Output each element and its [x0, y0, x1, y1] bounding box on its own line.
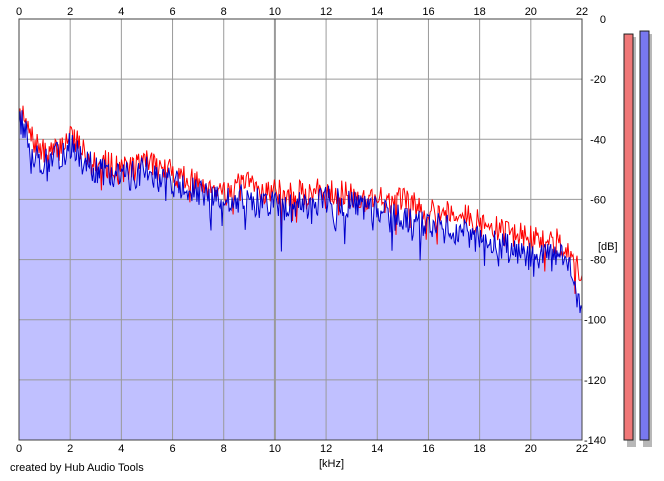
x-tick-label-bottom: 10 [269, 443, 281, 455]
meter-left [623, 33, 634, 441]
x-axis-label: [kHz] [319, 458, 344, 470]
x-tick-label-bottom: 6 [169, 443, 175, 455]
x-tick-label-bottom: 2 [67, 443, 73, 455]
x-tick-label-bottom: 16 [422, 443, 434, 455]
x-tick-label-top: 10 [269, 6, 281, 18]
spectrum-area [19, 110, 582, 441]
y-tick-labels: 0 -20 -40 -60 -80 -100 -120 -140 [584, 14, 606, 447]
x-tick-label-top: 0 [16, 6, 22, 18]
x-tick-label-top: 6 [169, 6, 175, 18]
x-tick-label-top: 8 [221, 6, 227, 18]
x-tick-label-bottom: 12 [320, 443, 332, 455]
x-tick-label-top: 2 [67, 6, 73, 18]
x-tick-label-top: 22 [576, 6, 588, 18]
x-tick-label-bottom: 20 [525, 443, 537, 455]
x-tick-label-bottom: 8 [221, 443, 227, 455]
series-lines [18, 105, 583, 314]
y-axis-label: [dB] [598, 241, 618, 253]
x-tick-label-bottom: 18 [474, 443, 486, 455]
y-tick-label: -100 [584, 315, 606, 327]
level-meters [623, 30, 652, 448]
series-line-1 [18, 110, 583, 314]
y-tick-label: -80 [590, 255, 606, 267]
meter-right [639, 30, 650, 441]
x-tick-label-bottom: 4 [118, 443, 124, 455]
y-tick-label: -20 [590, 74, 606, 86]
plot-frame [18, 18, 583, 441]
series-line-0 [18, 105, 583, 294]
x-tick-label-top: 4 [118, 6, 124, 18]
y-tick-label: 0 [600, 14, 606, 26]
y-tick-label: -140 [584, 435, 606, 447]
x-tick-label-bottom: 22 [576, 443, 588, 455]
x-tick-label-bottom: 0 [16, 443, 22, 455]
spectrum-fill [19, 110, 582, 441]
y-tick-label: -60 [590, 194, 606, 206]
x-tick-label-top: 20 [525, 6, 537, 18]
y-tick-label: -120 [584, 375, 606, 387]
footer-credit: created by Hub Audio Tools [10, 462, 144, 474]
x-tick-label-top: 18 [474, 6, 486, 18]
x-tick-label-bottom: 14 [371, 443, 383, 455]
x-tick-labels-top: 0 2 4 6 8 10 12 14 16 18 20 22 [16, 6, 588, 18]
x-tick-label-top: 16 [422, 6, 434, 18]
x-tick-labels-bottom: 0 2 4 6 8 10 12 14 16 18 20 22 [16, 443, 588, 455]
y-tick-label: -40 [590, 134, 606, 146]
x-tick-label-top: 14 [371, 6, 383, 18]
x-tick-label-top: 12 [320, 6, 332, 18]
